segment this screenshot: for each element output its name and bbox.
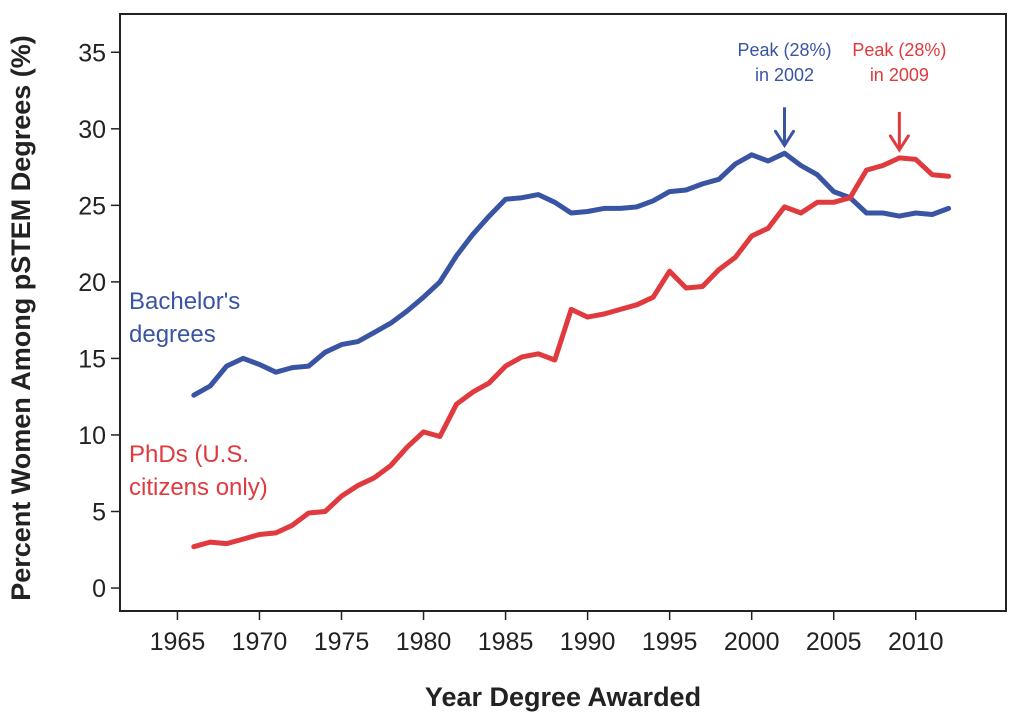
- plot-frame: [119, 13, 1007, 612]
- x-tick-label: 1970: [232, 628, 288, 656]
- x-tick-label: 1990: [560, 628, 616, 656]
- x-axis: 1965 1970 1975 1980 1985 1990 1995 2000 2005 2010: [150, 611, 944, 656]
- y-tick-label: 25: [78, 192, 106, 220]
- x-tick-label: 1995: [642, 628, 698, 656]
- peak-arrow-head: [774, 129, 795, 149]
- series-lines: [191, 150, 952, 550]
- y-tick-label: 20: [78, 269, 106, 297]
- x-tick-label: 1980: [396, 628, 452, 656]
- y-axis: 0 5 10 15 20 25 30 35: [78, 39, 120, 603]
- series-line-bachelors: [191, 150, 952, 398]
- y-tick-label: 30: [78, 116, 106, 144]
- y-tick-label: 15: [78, 345, 106, 373]
- peak-label-line: in 2009: [870, 65, 929, 85]
- series-label-line: PhDs (U.S.: [129, 441, 249, 468]
- y-tick-label: 0: [92, 575, 106, 603]
- series-line-phds: [191, 155, 952, 550]
- peak-annotation: Peak (28%) in 2002: [737, 40, 832, 149]
- y-tick-label: 5: [92, 499, 106, 527]
- series-label-bachelors: Bachelor's degrees: [129, 288, 240, 348]
- x-tick-label: 1975: [314, 628, 370, 656]
- peak-annotation: Peak (28%) in 2009: [852, 40, 946, 153]
- x-tick-label: 1985: [478, 628, 534, 656]
- series-label-line: citizens only): [129, 474, 268, 501]
- x-tick-label: 2005: [806, 628, 862, 656]
- y-tick-label: 35: [78, 39, 106, 67]
- series-label-phds: PhDs (U.S. citizens only): [129, 441, 268, 501]
- series-label-line: Bachelor's: [129, 288, 240, 315]
- x-axis-title: Year Degree Awarded: [425, 682, 701, 712]
- x-tick-label: 2000: [724, 628, 780, 656]
- peak-label-line: Peak (28%): [852, 40, 946, 60]
- peak-label-line: in 2002: [755, 65, 814, 85]
- y-axis-title: Percent Women Among pSTEM Degrees (%): [6, 35, 36, 601]
- peak-annotations: Peak (28%) in 2002 Peak (28%) in 2009: [737, 40, 946, 153]
- series-label-line: degrees: [129, 321, 216, 348]
- y-tick-label: 10: [78, 422, 106, 450]
- x-tick-label: 2010: [888, 628, 944, 656]
- peak-label-line: Peak (28%): [737, 40, 831, 60]
- x-tick-label: 1965: [150, 628, 206, 656]
- peak-arrow-head: [888, 134, 910, 153]
